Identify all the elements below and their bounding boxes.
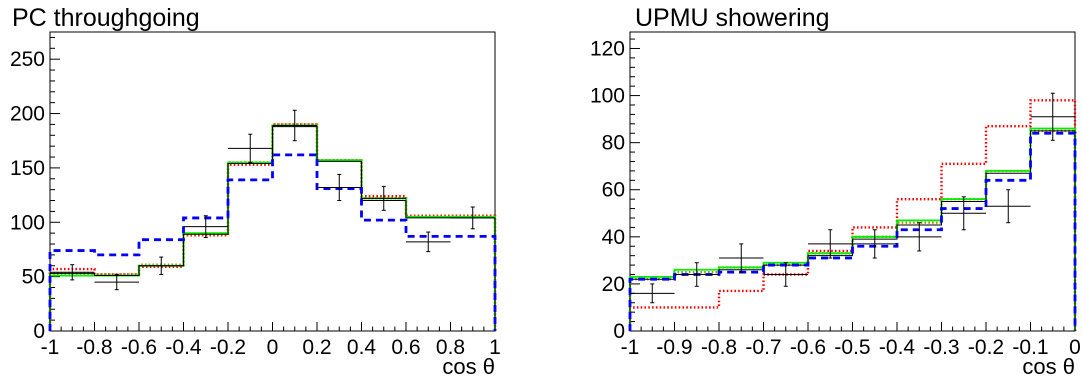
x-tick-label: -0.4 — [165, 336, 202, 359]
data-point — [986, 189, 1031, 224]
data-point — [94, 273, 139, 291]
series-black-solid — [629, 130, 1076, 331]
x-tick-label: -0.6 — [790, 336, 826, 359]
x-tick-label: -0.2 — [968, 336, 1004, 359]
x-tick-label: -0.2 — [210, 336, 246, 359]
series-red-dotted — [628, 99, 1077, 331]
x-tick-label: 0 — [267, 336, 279, 359]
x-tick-label: -0.8 — [701, 336, 737, 359]
x-tick-label: -0.9 — [656, 336, 692, 359]
x-tick-label: -0.3 — [923, 336, 959, 359]
data-point — [674, 262, 719, 287]
data-point — [808, 229, 853, 259]
data-point — [450, 206, 495, 230]
x-axis-label: cos θ — [1022, 354, 1075, 379]
data-point — [50, 264, 95, 281]
y-tick-label: 200 — [10, 103, 45, 126]
y-tick-label: 100 — [10, 211, 45, 234]
data-point — [361, 185, 406, 211]
series-olive-dotted — [628, 129, 1077, 331]
x-tick-label: -1 — [621, 336, 640, 359]
x-tick-label: 0.4 — [347, 336, 377, 359]
x-tick-label: -1 — [41, 336, 60, 359]
y-tick-label: 150 — [10, 157, 45, 180]
y-tick-label: 40 — [602, 226, 625, 249]
data-point — [630, 283, 675, 304]
x-tick-label: -0.8 — [76, 336, 112, 359]
data-point — [317, 173, 362, 202]
y-tick-label: 20 — [602, 273, 625, 296]
y-tick-label: 50 — [22, 266, 45, 289]
x-tick-label: -0.7 — [745, 336, 781, 359]
chart-title: PC throughgoing — [12, 4, 200, 32]
x-tick-label: -0.1 — [1012, 336, 1048, 359]
data-point — [139, 256, 184, 275]
series-blue-dashed — [48, 153, 497, 331]
panel-pc-throughgoing: PC throughgoing -1 -0.8 -0.6 -0.4 -0.2 0 0.2 0.… — [10, 4, 501, 379]
data-point — [763, 262, 808, 287]
plot-area: -1 -0.9 -0.8 -0.7 -0.6 -0.5 -0.4 -0.3 -0.2 -0.1 0 0… — [590, 31, 1081, 359]
y-tick-label: 120 — [590, 37, 625, 60]
chart-title: UPMU showering — [635, 4, 830, 32]
data-point — [1030, 92, 1075, 141]
x-axis-label: cos θ — [442, 354, 495, 379]
y-tick-label: 250 — [10, 48, 45, 71]
series-black-solid — [49, 126, 496, 331]
data-point — [406, 231, 451, 253]
x-tick-label: 0.2 — [302, 336, 331, 359]
plot-area: -1 -0.8 -0.6 -0.4 -0.2 0 0.2 0.4 0.6 0.8 1 0 50 100 15… — [10, 31, 501, 359]
x-tick-label: -0.5 — [834, 336, 870, 359]
data-point — [272, 109, 317, 142]
x-tick-label: 0.6 — [391, 336, 420, 359]
y-tick-label: 80 — [602, 132, 625, 155]
y-tick-label: 100 — [590, 85, 625, 108]
data-point — [941, 196, 986, 231]
x-tick-label: 0.8 — [436, 336, 465, 359]
data-point — [852, 229, 897, 259]
series-blue-dashed — [628, 131, 1077, 331]
x-tick-label: -0.4 — [879, 336, 916, 359]
x-tick-label: 1 — [489, 336, 501, 359]
y-tick-label: 0 — [613, 320, 625, 343]
y-tick-label: 0 — [33, 320, 45, 343]
x-tick-label: 0 — [1069, 336, 1081, 359]
data-point — [228, 133, 273, 163]
panel-upmu-showering: UPMU showering -1 -0.9 -0.8 -0.7 -0.6 -0.5 -0.… — [590, 4, 1081, 379]
y-tick-label: 60 — [602, 179, 625, 202]
data-point — [897, 222, 942, 252]
data-point — [183, 215, 228, 238]
data-point — [719, 243, 764, 273]
x-tick-label: -0.6 — [121, 336, 157, 359]
